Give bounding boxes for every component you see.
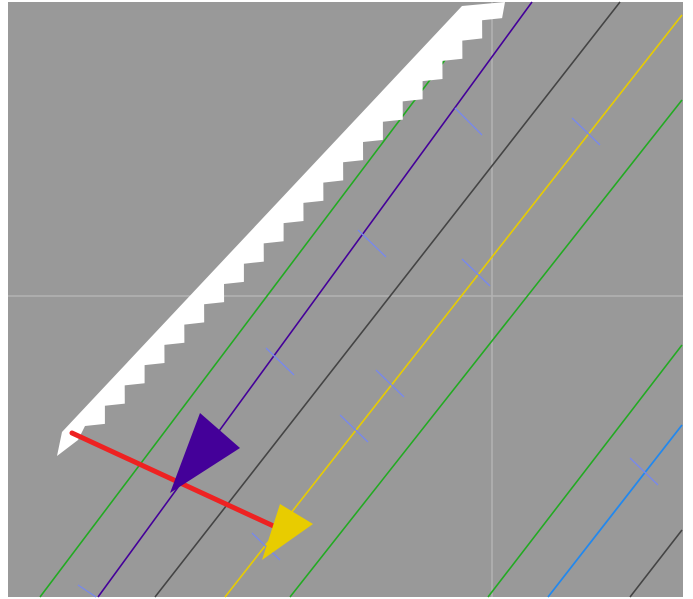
triangle-icon[interactable] xyxy=(262,504,313,560)
lane-dark-gray xyxy=(154,1,621,598)
lane-blue xyxy=(547,424,683,598)
triangle-icon[interactable] xyxy=(170,413,240,493)
lane-tick xyxy=(571,117,601,146)
lane-tick xyxy=(357,229,387,258)
lane-green-center xyxy=(289,99,683,598)
lane-tick xyxy=(629,457,659,486)
lane-dark-gray-right xyxy=(629,529,683,598)
lane-tick xyxy=(454,107,483,136)
crosshair xyxy=(8,2,683,597)
lane-tick xyxy=(265,347,295,376)
lane-tick xyxy=(339,414,369,443)
lane-tick xyxy=(77,584,97,598)
lane-lines xyxy=(39,1,683,598)
lane-yellow xyxy=(224,14,683,598)
map-background xyxy=(8,2,683,597)
lane-tick xyxy=(251,532,281,561)
serrated-arrow-icon[interactable] xyxy=(57,2,505,456)
lane-purple xyxy=(97,1,533,598)
lane-green-left xyxy=(39,59,446,598)
lane-ticks xyxy=(77,107,659,598)
lane-tick xyxy=(461,258,491,287)
lane-tick xyxy=(375,369,405,398)
lane-green-right xyxy=(487,344,683,598)
